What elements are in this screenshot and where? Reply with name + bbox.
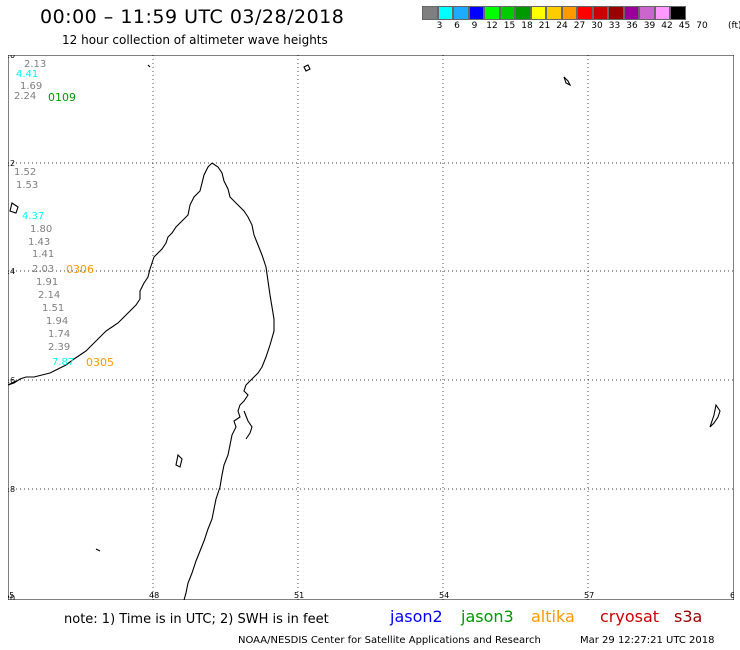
lon-tick-label: 48: [149, 591, 159, 600]
wave-height-value: 1.80: [30, 224, 52, 235]
lon-tick-label: 60: [730, 591, 734, 600]
note-text: note: 1) Time is in UTC; 2) SWH is in fe…: [64, 612, 329, 627]
lon-tick-label: 57: [584, 591, 594, 600]
wave-height-value: 1.69: [20, 81, 42, 92]
legend-item-jason3: jason3: [461, 607, 514, 626]
lat-tick-label: -16: [8, 376, 15, 385]
color-scale-unit: (ft): [728, 21, 740, 31]
color-scale-tick-label: 70: [696, 21, 708, 31]
color-scale-tick-label: 30: [591, 21, 603, 31]
lat-lon-grid: -10 -12 -14 -16 -18 -2045 48 51 54 57 60: [8, 55, 734, 600]
lat-tick-label: -12: [8, 159, 15, 168]
color-swatch: [670, 6, 686, 20]
color-swatch: [654, 6, 670, 20]
color-swatch: [623, 6, 639, 20]
map-frame: [8, 55, 734, 600]
footer-timestamp: Mar 29 12:27:21 UTC 2018: [580, 635, 715, 646]
color-swatch: [546, 6, 562, 20]
pass-time-label: 0305: [86, 356, 114, 369]
wave-height-value: 1.43: [28, 237, 50, 248]
wave-height-value: 1.94: [46, 316, 68, 327]
color-scale-tick-label: 42: [661, 21, 673, 31]
page-title: 00:00 – 11:59 UTC 03/28/2018: [40, 6, 345, 28]
color-swatch: [639, 6, 655, 20]
lon-tick-label: 45: [8, 591, 14, 600]
color-swatch: [515, 6, 531, 20]
color-swatch: [499, 6, 515, 20]
color-scale-tick-label: 12: [486, 21, 498, 31]
color-scale-bar: [422, 6, 686, 20]
lat-tick-label: -14: [8, 267, 15, 276]
color-scale-tick-label: 9: [471, 21, 478, 31]
color-swatch: [561, 6, 577, 20]
wave-height-value: 1.53: [16, 180, 38, 191]
color-scale-tick-label: 33: [608, 21, 621, 31]
madagascar-coastline: [8, 162, 275, 600]
color-scale-tick-label: 45: [678, 21, 691, 31]
legend-item-s3a: s3a: [674, 607, 703, 626]
lon-tick-label: 54: [439, 591, 449, 600]
wave-height-value: 2.39: [48, 342, 70, 353]
wave-height-value: 1.51: [42, 303, 64, 314]
color-swatch: [437, 6, 453, 20]
page-subtitle: 12 hour collection of altimeter wave hei…: [62, 33, 328, 47]
color-scale-tick-label: 3: [436, 21, 443, 31]
color-swatch: [577, 6, 593, 20]
color-scale-tick-label: 36: [626, 21, 638, 31]
color-swatch: [453, 6, 469, 20]
color-swatch: [592, 6, 608, 20]
wave-height-map: -10-12-14-16-18-20454851545760 2.134.411…: [8, 55, 734, 600]
color-scale-tick-label: 18: [521, 21, 533, 31]
wave-height-value: 4.41: [16, 69, 38, 80]
pass-time-label: 0306: [66, 263, 94, 276]
pass-time-label: 0109: [48, 91, 76, 104]
color-swatch: [468, 6, 484, 20]
wave-height-value: 4.37: [22, 211, 44, 222]
wave-height-value: 1.74: [48, 329, 70, 340]
color-scale-tick-label: 15: [503, 21, 516, 31]
footer-credit: NOAA/NESDIS Center for Satellite Applica…: [238, 635, 541, 646]
wave-height-value: 2.14: [38, 290, 60, 301]
color-swatch: [530, 6, 546, 20]
small-islands: [9, 64, 721, 552]
footer: NOAA/NESDIS Center for Satellite Applica…: [238, 635, 715, 646]
color-scale-tick-label: 21: [538, 21, 551, 31]
wave-height-value: 1.91: [36, 277, 58, 288]
lat-tick-label: -10: [8, 55, 15, 60]
color-scale-tick-label: 39: [643, 21, 656, 31]
legend-item-jason2: jason2: [390, 607, 443, 626]
color-swatch: [422, 6, 438, 20]
color-scale-tick-label: 6: [454, 21, 460, 31]
wave-height-value: 1.52: [14, 167, 36, 178]
color-scale-tick-label: 24: [556, 21, 568, 31]
legend-item-altika: altika: [531, 607, 575, 626]
wave-height-value: 1.41: [32, 249, 54, 260]
wave-height-value: 2.03: [32, 264, 54, 275]
legend-item-cryosat: cryosat: [600, 607, 660, 626]
wave-height-value: 2.13: [24, 59, 46, 70]
map-annotations: 2.134.411.692.24 1.52 1.53 4.37 1.80 1.431.41…: [14, 59, 114, 369]
wave-height-value: 2.24: [14, 91, 36, 102]
wave-height-value: 7.87: [52, 357, 74, 368]
lat-tick-label: -18: [8, 485, 15, 494]
color-scale-tick-label: 27: [573, 21, 586, 31]
color-swatch: [484, 6, 500, 20]
lon-tick-label: 51: [294, 591, 304, 600]
color-swatch: [608, 6, 624, 20]
lat-tick-label: -20: [8, 594, 15, 600]
